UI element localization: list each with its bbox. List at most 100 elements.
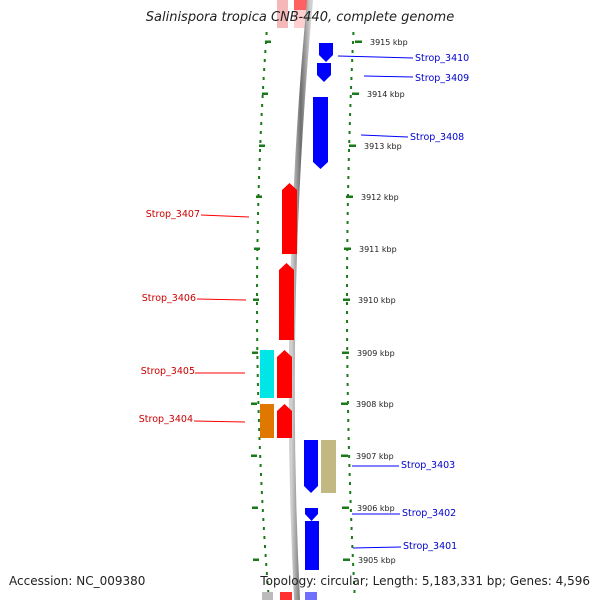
- partial-feature-top-red-2: [294, 10, 308, 28]
- ring-dot-right: [347, 158, 350, 161]
- ring-dot-left: [258, 158, 261, 161]
- gene-label[interactable]: Strop_3402: [402, 508, 456, 519]
- ring-dot-right: [346, 293, 349, 296]
- ring-dot-right: [346, 347, 349, 350]
- ring-dot-right: [346, 383, 349, 386]
- gene-label[interactable]: Strop_3401: [403, 541, 457, 552]
- ring-dot-right: [346, 302, 349, 305]
- ring-dot-right: [349, 95, 352, 98]
- partial-feature-top-pink: [277, 0, 288, 28]
- ring-dot-right: [346, 284, 349, 287]
- kbp-tick-mark-inner: [251, 454, 257, 457]
- kbp-tick-label: 3912 kbp: [361, 193, 399, 202]
- ring-dot-right: [352, 572, 355, 575]
- ring-dot-right: [346, 257, 349, 260]
- topology-summary: Topology: circular; Length: 5,183,331 bp…: [260, 574, 590, 588]
- gene-label-leader: [363, 75, 414, 78]
- ring-dot-left: [256, 356, 259, 359]
- ring-dot-right: [350, 86, 353, 89]
- ring-dot-right: [353, 590, 356, 593]
- ring-dot-right: [347, 428, 350, 431]
- kbp-tick-label: 3913 kbp: [364, 142, 402, 151]
- ring-dot-left: [256, 266, 259, 269]
- ring-dot-left: [259, 455, 262, 458]
- map-title: Salinispora tropica CNB-440, complete ge…: [145, 10, 455, 25]
- ring-dot-right: [346, 329, 349, 332]
- ring-dot-right: [346, 320, 349, 323]
- kbp-tick-mark: [349, 144, 356, 147]
- ring-dot-left: [260, 482, 263, 485]
- gene-label-leader: [196, 298, 247, 301]
- partial-feature-bottom-gray: [262, 592, 273, 600]
- ring-dot-right: [350, 77, 353, 80]
- ring-dot-right: [347, 410, 350, 413]
- ring-dot-left: [261, 509, 264, 512]
- ring-dot-left: [260, 122, 263, 125]
- ring-dot-left: [257, 185, 260, 188]
- ring-dot-right: [348, 482, 351, 485]
- kbp-tick-mark-inner: [259, 144, 265, 147]
- ring-dot-left: [256, 383, 259, 386]
- ring-dot-right: [351, 59, 354, 62]
- ring-dot-left: [259, 149, 262, 152]
- partial-feature-bottom-red: [280, 592, 292, 600]
- ring-dot-left: [262, 86, 265, 89]
- gene-features: [260, 43, 336, 570]
- partial-feature-top-red: [294, 0, 308, 10]
- ring-dot-left: [256, 338, 259, 341]
- kbp-tick-mark: [344, 247, 351, 250]
- ring-dot-left: [264, 545, 267, 548]
- gene-label[interactable]: Strop_3404: [139, 414, 193, 425]
- ring-dot-right: [346, 239, 349, 242]
- ring-dot-right: [346, 338, 349, 341]
- gene-label[interactable]: Strop_3409: [415, 73, 469, 84]
- gene-label[interactable]: Strop_3408: [410, 132, 464, 143]
- ring-dot-right: [352, 32, 355, 35]
- gene-label[interactable]: Strop_3410: [415, 53, 469, 64]
- kbp-ticks: 3915 kbp 3914 kbp 3913 kbp 3912 kbp 3911 kbp…: [251, 38, 408, 565]
- kbp-tick-mark: [343, 558, 350, 561]
- ring-dot-left: [256, 302, 259, 305]
- ring-dot-right: [347, 176, 350, 179]
- ring-dot-left: [265, 563, 268, 566]
- gene-label[interactable]: Strop_3406: [142, 293, 196, 304]
- gene-label-leader: [193, 420, 246, 423]
- ring-dot-right: [347, 437, 350, 440]
- ring-dot-left: [260, 113, 263, 116]
- ring-dot-right: [347, 167, 350, 170]
- ring-dot-right: [347, 185, 350, 188]
- ring-dot-right: [346, 392, 349, 395]
- ring-dot-right: [351, 50, 354, 53]
- ring-dot-right: [347, 419, 350, 422]
- gene-label[interactable]: Strop_3405: [141, 366, 195, 377]
- ring-dot-left: [258, 176, 261, 179]
- ring-dot-right: [346, 203, 349, 206]
- ring-dot-left: [258, 437, 261, 440]
- ring-dot-left: [261, 104, 264, 107]
- kbp-tick-label: 3911 kbp: [359, 245, 397, 254]
- kbp-tick-mark-inner: [252, 351, 258, 354]
- ring-dot-right: [352, 563, 355, 566]
- ring-dot-left: [257, 401, 260, 404]
- kbp-tick-mark: [342, 506, 349, 509]
- ring-dot-left: [259, 131, 262, 134]
- ring-dot-left: [256, 320, 259, 323]
- ring-dot-left: [256, 239, 259, 242]
- gene-strop-3408-arrow: [313, 97, 328, 169]
- ring-dot-left: [256, 365, 259, 368]
- ring-dot-left: [262, 518, 265, 521]
- ring-dot-left: [257, 203, 260, 206]
- ring-dot-right: [346, 311, 349, 314]
- kbp-tick-label: 3907 kbp: [356, 452, 394, 461]
- kbp-tick-label: 3910 kbp: [358, 296, 396, 305]
- ring-dot-right: [349, 491, 352, 494]
- ring-dot-left: [263, 59, 266, 62]
- ring-dot-left: [264, 50, 267, 53]
- gene-label[interactable]: Strop_3407: [146, 209, 200, 220]
- gene-strop-3410-arrow: [319, 43, 333, 62]
- gene-label-leader: [352, 546, 402, 549]
- kbp-tick-label: 3909 kbp: [357, 349, 395, 358]
- gene-label[interactable]: Strop_3403: [401, 460, 455, 471]
- ring-dot-right: [348, 140, 351, 143]
- kbp-tick-mark-inner: [252, 506, 258, 509]
